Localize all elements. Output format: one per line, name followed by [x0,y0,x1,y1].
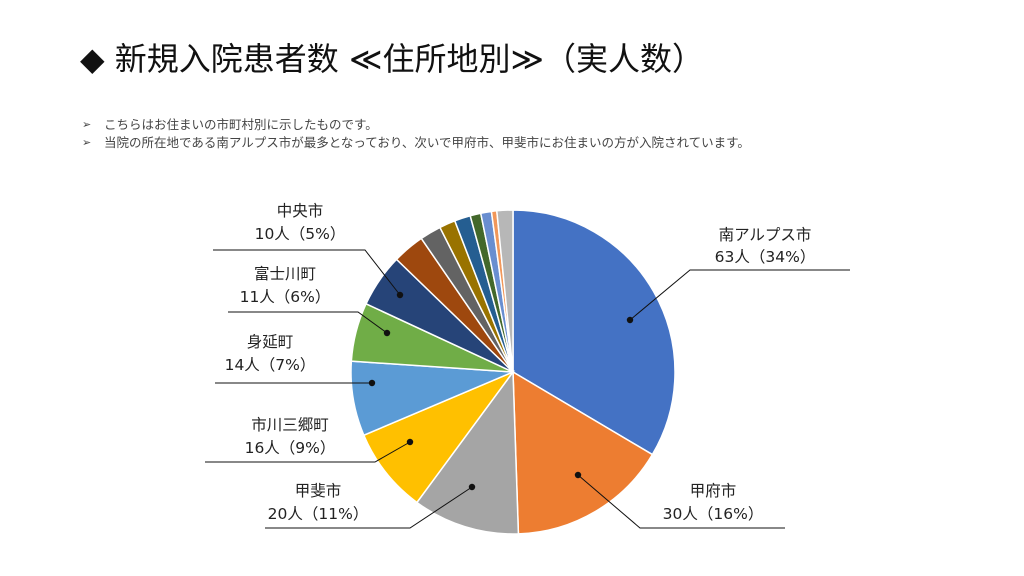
pie-slice [495,209,514,373]
slice-label-value: 14人（7%） [225,356,316,374]
slice-label-name: 甲府市 [690,482,737,500]
bullet-list: ➢ こちらはお住まいの市町村別に示したものです。 ➢ 当院の所在地である南アルプ… [82,116,962,152]
slice-label-name: 富士川町 [254,265,316,283]
slice-label-name: 南アルプス市 [719,226,812,244]
slice-label-value: 10人（5%） [255,225,346,243]
slice-label-name: 市川三郷町 [251,416,329,434]
bullet-text: こちらはお住まいの市町村別に示したものです。 [104,117,378,132]
bullet-item: ➢ 当院の所在地である南アルプス市が最多となっており、次いで甲府市、甲斐市にお住… [82,134,962,152]
leader-dot [396,291,404,299]
slice-label-value: 11人（6%） [240,288,331,306]
pie-slice [362,370,516,504]
slice-label-name: 中央市 [277,202,324,220]
slide-title: ◆ 新規入院患者数 ≪住所地別≫（実人数） [80,40,704,78]
leader-dot [383,329,391,337]
bullet-item: ➢ こちらはお住まいの市町村別に示したものです。 [82,116,962,134]
pie-slice [512,370,654,535]
slice-label-name: 甲斐市 [295,482,342,500]
slice-label-value: 30人（16%） [663,505,764,523]
slice-label-value: 20人（11%） [268,505,369,523]
pie-slice [512,209,676,456]
arrow-bullet-icon: ➢ [82,118,92,131]
leader-dot [626,316,634,324]
arrow-bullet-icon: ➢ [82,136,92,149]
slice-label-value: 63人（34%） [715,248,816,266]
leader-dot [368,379,376,387]
leader-line [577,474,785,529]
slice-label-value: 16人（9%） [245,439,336,457]
leader-line [228,311,388,334]
leader-line [213,249,401,296]
leader-dot [574,471,582,479]
leader-dot [406,438,414,446]
leader-dot [468,483,476,491]
bullet-text: 当院の所在地である南アルプス市が最多となっており、次いで甲府市、甲斐市にお住まい… [104,135,750,150]
slice-label-name: 身延町 [247,333,294,351]
leader-line [205,441,411,463]
leader-line [629,269,850,321]
pie-slice [415,369,520,535]
leader-line [265,486,473,529]
